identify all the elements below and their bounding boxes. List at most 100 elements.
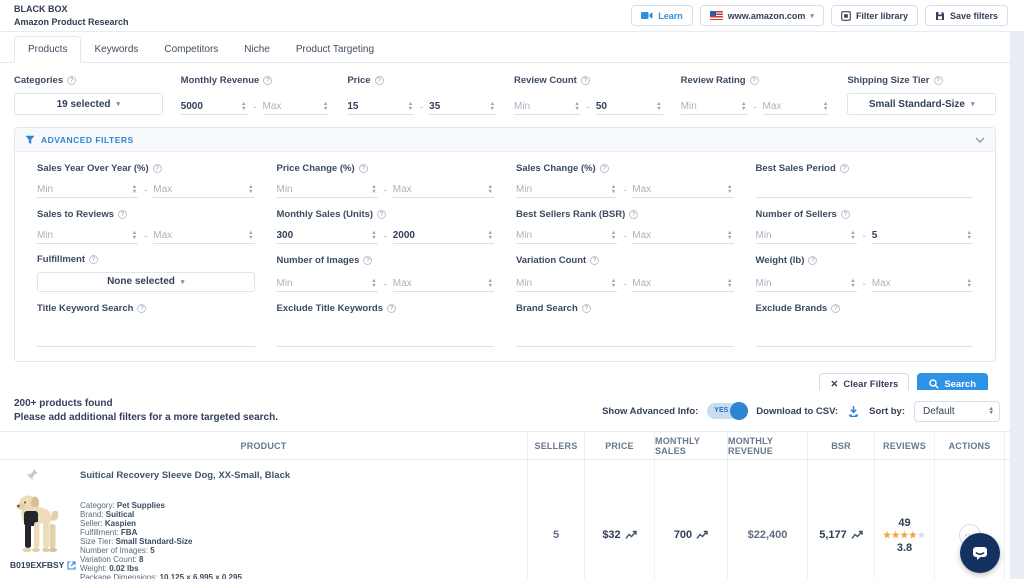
sales-year-over-year-min-input[interactable] [37, 182, 131, 196]
help-icon[interactable]: ? [386, 303, 396, 313]
review-count-min-input[interactable] [514, 99, 574, 113]
help-icon[interactable]: ? [840, 209, 850, 219]
save-filters-button[interactable]: Save filters [924, 5, 1008, 26]
tab-products[interactable]: Products [14, 36, 82, 63]
show-advanced-toggle[interactable]: YES [707, 402, 749, 420]
help-icon[interactable]: ? [629, 209, 639, 219]
help-icon[interactable]: ? [263, 75, 273, 85]
price-change-min-input[interactable] [276, 182, 371, 196]
pin-icon[interactable] [26, 468, 39, 481]
spinner-icon[interactable]: ▲ ▼ [371, 230, 377, 241]
spinner-icon[interactable]: ▲ ▼ [371, 278, 377, 289]
price-min-input[interactable] [347, 99, 407, 113]
spinner-icon[interactable]: ▲ ▼ [727, 184, 733, 195]
tab-product-targeting[interactable]: Product Targeting [295, 44, 375, 55]
help-icon[interactable]: ? [377, 209, 387, 219]
spinner-icon[interactable]: ▲ ▼ [487, 230, 493, 241]
number-of-images-max-input[interactable] [392, 276, 487, 290]
spinner-icon[interactable]: ▲ ▼ [248, 230, 254, 241]
sales-year-over-year-max-input[interactable] [153, 182, 248, 196]
spinner-icon[interactable]: ▲ ▼ [322, 101, 329, 112]
filter-library-button[interactable]: Filter library [830, 5, 918, 26]
spinner-icon[interactable]: ▲ ▼ [489, 101, 496, 112]
trend-chart-icon[interactable] [696, 530, 708, 540]
advanced-filters-header[interactable]: ADVANCED FILTERS [15, 128, 995, 152]
help-icon[interactable]: ? [118, 209, 128, 219]
spinner-icon[interactable]: ▲ ▼ [727, 278, 733, 289]
spinner-icon[interactable]: ▲ ▼ [610, 184, 617, 195]
spinner-icon[interactable]: ▲ ▼ [850, 230, 856, 241]
tab-competitors[interactable]: Competitors [164, 44, 219, 55]
chevron-down-icon[interactable] [975, 137, 985, 143]
help-icon[interactable]: ? [137, 303, 147, 313]
price-change-max-input[interactable] [392, 182, 487, 196]
sort-select[interactable]: Default ▲ ▼ [914, 400, 1000, 422]
title-keyword-search-input[interactable] [37, 331, 255, 347]
shipping-size-tier-dropdown[interactable]: Small Standard-Size ▾ [847, 93, 996, 115]
spinner-icon[interactable]: ▲ ▼ [656, 101, 662, 112]
spinner-icon[interactable]: ▲ ▼ [371, 184, 377, 195]
monthly-sales-units-max-input[interactable] [392, 228, 487, 242]
price-max-input[interactable] [429, 99, 489, 113]
monthly-revenue-min-input[interactable] [180, 99, 241, 113]
help-icon[interactable]: ? [358, 163, 368, 173]
download-icon[interactable] [847, 405, 860, 418]
spinner-icon[interactable]: ▲ ▼ [966, 230, 972, 241]
help-icon[interactable]: ? [152, 163, 162, 173]
tab-keywords[interactable]: Keywords [94, 44, 139, 55]
variation-count-max-input[interactable] [632, 276, 727, 290]
spinner-icon[interactable]: ▲ ▼ [407, 101, 414, 112]
help-icon[interactable]: ? [374, 75, 384, 85]
help-icon[interactable]: ? [599, 163, 609, 173]
product-asin[interactable]: B019EXFBSY [10, 560, 76, 570]
spinner-icon[interactable]: ▲ ▼ [248, 184, 254, 195]
review-rating-max-input[interactable] [762, 99, 822, 113]
tab-niche[interactable]: Niche [244, 44, 270, 55]
monthly-sales-units-min-input[interactable] [276, 228, 371, 242]
sales-to-reviews-min-input[interactable] [37, 228, 131, 242]
help-icon[interactable]: ? [831, 303, 841, 313]
exclude-brands-input[interactable] [755, 331, 973, 347]
sales-change-min-input[interactable] [516, 182, 610, 196]
spinner-icon[interactable]: ▲ ▼ [822, 101, 829, 112]
spinner-icon[interactable]: ▲ ▼ [850, 278, 856, 289]
best-sellers-rank-bsr-max-input[interactable] [632, 228, 727, 242]
help-icon[interactable]: ? [839, 163, 849, 173]
review-count-max-input[interactable] [595, 99, 656, 113]
trend-chart-icon[interactable] [625, 530, 637, 540]
spinner-icon[interactable]: ▲ ▼ [966, 278, 972, 289]
best-sales-period-input[interactable] [755, 182, 973, 198]
spinner-icon[interactable]: ▲ ▼ [487, 184, 493, 195]
chat-widget-button[interactable] [960, 533, 1000, 573]
spinner-icon[interactable]: ▲ ▼ [727, 230, 733, 241]
spinner-icon[interactable]: ▲ ▼ [574, 101, 580, 112]
help-icon[interactable]: ? [89, 254, 99, 264]
variation-count-min-input[interactable] [516, 276, 610, 290]
weight-lb-max-input[interactable] [871, 276, 966, 290]
help-icon[interactable]: ? [67, 75, 77, 85]
spinner-icon[interactable]: ▲ ▼ [487, 278, 493, 289]
spinner-icon[interactable]: ▲ ▼ [131, 230, 138, 241]
number-of-images-min-input[interactable] [276, 276, 371, 290]
brand-search-input[interactable] [516, 331, 734, 347]
trend-chart-icon[interactable] [851, 530, 863, 540]
spinner-icon[interactable]: ▲ ▼ [131, 184, 138, 195]
help-icon[interactable]: ? [363, 255, 373, 265]
help-icon[interactable]: ? [590, 255, 600, 265]
best-sellers-rank-bsr-min-input[interactable] [516, 228, 610, 242]
help-icon[interactable]: ? [581, 303, 591, 313]
exclude-title-keywords-input[interactable] [276, 331, 494, 347]
help-icon[interactable]: ? [749, 75, 759, 85]
help-icon[interactable]: ? [933, 75, 943, 85]
number-of-sellers-min-input[interactable] [755, 228, 850, 242]
product-image[interactable] [12, 492, 64, 556]
marketplace-selector[interactable]: www.amazon.com ▾ [699, 5, 824, 26]
spinner-icon[interactable]: ▲ ▼ [610, 230, 617, 241]
learn-button[interactable]: Learn [631, 5, 693, 26]
fulfillment-dropdown[interactable]: None selected ▾ [37, 271, 255, 292]
review-rating-min-input[interactable] [680, 99, 741, 113]
spinner-icon[interactable]: ▲ ▼ [610, 278, 617, 289]
spinner-icon[interactable]: ▲ ▼ [241, 101, 247, 112]
categories-dropdown[interactable]: 19 selected ▾ [14, 93, 163, 115]
number-of-sellers-max-input[interactable] [871, 228, 966, 242]
